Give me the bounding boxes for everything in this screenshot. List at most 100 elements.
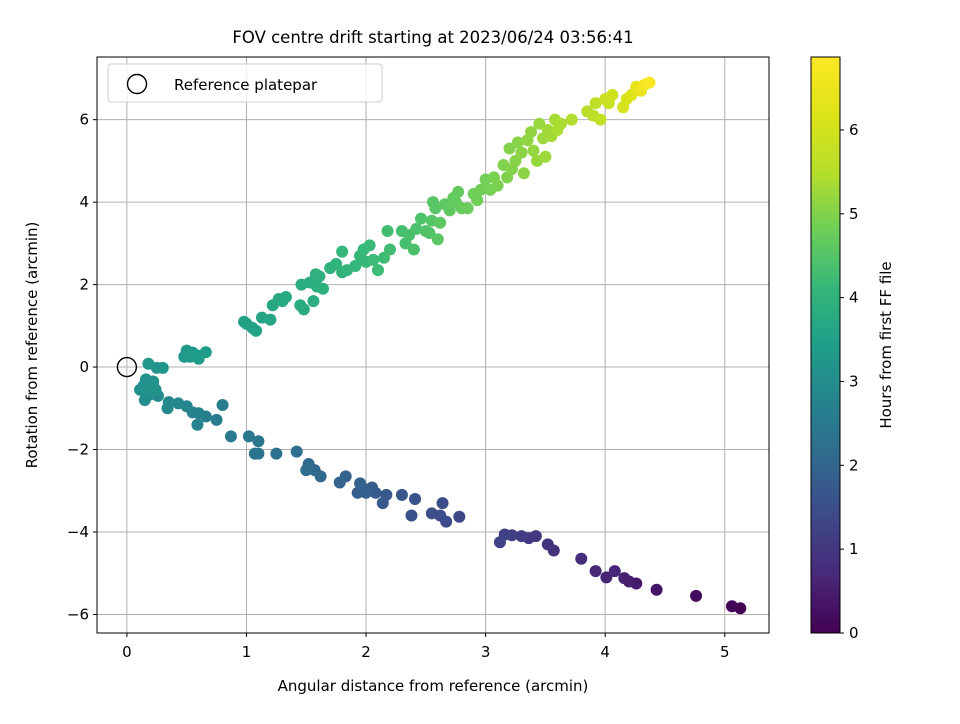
colorbar-tick-label: 3 — [849, 372, 859, 390]
plot-frame — [96, 56, 770, 634]
data-point — [515, 146, 528, 159]
data-point — [452, 185, 465, 198]
data-point — [142, 357, 155, 370]
data-point — [515, 530, 528, 543]
legend: Reference platepar — [107, 63, 383, 103]
data-point — [172, 397, 185, 410]
data-point — [250, 324, 263, 337]
plot-background — [97, 57, 769, 633]
data-point — [360, 486, 373, 499]
data-point — [453, 510, 466, 523]
data-point — [575, 552, 588, 565]
data-point — [434, 216, 447, 229]
data-point — [436, 497, 449, 510]
data-point — [371, 264, 384, 277]
data-point — [423, 227, 436, 240]
data-point — [395, 488, 408, 501]
data-point — [443, 204, 456, 217]
plot-area: 0 1 2 3 4 5 −6 −4 −2 0 2 4 6 — [67, 56, 770, 661]
data-point — [554, 117, 567, 130]
data-point — [216, 398, 229, 411]
data-point — [307, 295, 320, 308]
x-tick-label: 3 — [481, 643, 491, 661]
data-point — [270, 447, 283, 460]
data-point — [565, 113, 578, 126]
data-point — [618, 572, 631, 585]
colorbar-label: Hours from first FF file — [877, 261, 895, 428]
data-point — [156, 361, 169, 374]
data-point — [405, 509, 418, 522]
data-point — [533, 117, 546, 130]
data-point — [242, 430, 255, 443]
data-point — [313, 270, 326, 283]
data-point — [415, 212, 428, 225]
reference-platepar-marker — [116, 356, 138, 378]
data-point — [252, 435, 265, 448]
data-point — [600, 571, 613, 584]
data-point — [429, 202, 442, 215]
x-tick-label: 0 — [122, 643, 132, 661]
data-point — [491, 179, 504, 192]
data-point — [264, 313, 277, 326]
colorbar-ticks: 0 1 2 3 4 5 6 — [840, 121, 859, 642]
x-tick-label: 1 — [242, 643, 252, 661]
x-axis-ticks: 0 1 2 3 4 5 — [122, 633, 730, 661]
x-tick-label: 4 — [600, 643, 610, 661]
x-tick-label: 5 — [720, 643, 730, 661]
data-point — [461, 202, 474, 215]
data-point — [509, 154, 522, 167]
data-point — [527, 144, 540, 157]
legend-box — [107, 63, 383, 103]
data-points — [134, 76, 747, 615]
data-point — [363, 239, 376, 252]
data-point — [425, 507, 438, 520]
data-point — [161, 402, 174, 415]
colorbar-tick-label: 1 — [849, 540, 859, 558]
data-point — [248, 447, 261, 460]
colorbar-tick-label: 2 — [849, 456, 859, 474]
reference-marker — [116, 356, 138, 378]
data-point — [191, 418, 204, 431]
data-point — [333, 476, 346, 489]
data-point — [367, 253, 380, 266]
y-tick-label: 4 — [79, 193, 89, 211]
y-tick-label: −2 — [67, 441, 89, 459]
data-point — [377, 251, 390, 264]
y-axis-ticks: −6 −4 −2 0 2 4 6 — [67, 111, 97, 623]
data-point — [300, 464, 313, 477]
x-axis-label: Angular distance from reference (arcmin) — [278, 677, 589, 695]
colorbar: 0 1 2 3 4 5 6 Hours from first FF file — [810, 56, 895, 642]
data-point — [690, 589, 703, 602]
data-point — [383, 243, 396, 256]
y-tick-label: 0 — [79, 358, 89, 376]
data-point — [643, 76, 656, 89]
legend-entry-reference-platepar: Reference platepar — [174, 76, 318, 94]
data-point — [589, 565, 602, 578]
data-point — [376, 497, 389, 510]
data-point — [410, 222, 423, 235]
data-point — [351, 486, 364, 499]
y-tick-label: −6 — [67, 605, 89, 623]
colorbar-tick-label: 0 — [849, 624, 859, 642]
data-point — [511, 136, 524, 149]
data-point — [650, 583, 663, 596]
colorbar-tick-label: 6 — [849, 121, 859, 139]
data-point — [471, 194, 484, 207]
data-point — [431, 233, 444, 246]
data-point — [279, 290, 292, 303]
data-point — [210, 413, 223, 426]
data-point — [539, 150, 552, 163]
data-point — [594, 113, 607, 126]
y-tick-label: 6 — [79, 111, 89, 129]
colorbar-tick-label: 4 — [849, 289, 859, 307]
data-point — [316, 282, 329, 295]
data-point — [290, 445, 303, 458]
data-point — [224, 430, 237, 443]
data-point — [407, 243, 420, 256]
data-point — [503, 142, 516, 155]
data-point — [525, 126, 538, 139]
data-point — [199, 346, 212, 359]
legend-marker-circle — [126, 73, 148, 95]
data-point — [606, 88, 619, 101]
